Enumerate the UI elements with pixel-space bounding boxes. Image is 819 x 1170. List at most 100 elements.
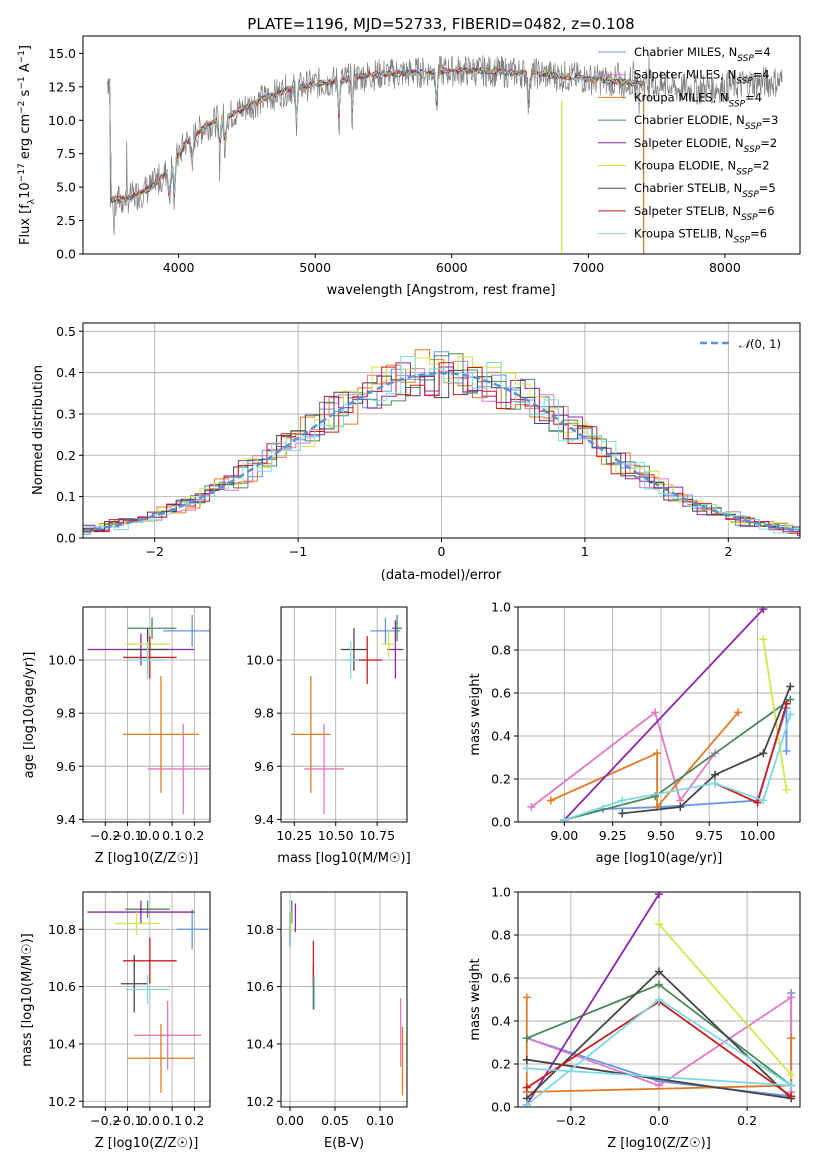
legend-entry-chabrier_miles: Chabrier MILES, NSSP=4 [634,45,771,64]
x-tick-label: 10.75 [359,828,395,843]
weight_vs_Z-frame [517,891,801,1108]
series-marker-salpeter_stelib [522,1083,531,1092]
x-axis-label: wavelength [Angstrom, rest frame] [327,283,556,298]
mass_vs_ebv-marks [289,900,404,1096]
series-marker-kroupa_elodie [782,785,791,794]
x-axis-label: age [log10(age/yr)] [596,851,723,866]
series-marker-salpeter_stelib [753,798,762,807]
x-tick-label: 10.50 [318,828,354,843]
legend-entry-kroupa_miles: Kroupa MILES, NSSP=4 [634,90,762,109]
y-tick-label: 0.0 [56,247,76,262]
y-tick-label: 1.0 [491,885,511,900]
y-tick-label: 0.3 [56,406,76,421]
weight_vs_age-frame [517,606,801,823]
x-tick-label: 9.50 [647,828,675,843]
x-tick-label: 0.1 [162,1113,182,1128]
y-tick-label: 10.4 [48,1036,76,1051]
legend-entry-kroupa_elodie: Kroupa ELODIE, NSSP=2 [634,159,770,178]
y-tick-label: 0.0 [491,1100,511,1115]
x-axis-label: (data-model)/error [381,568,502,583]
age_vs_Z-axes: −0.2−0.10.0 0.1 0.2 9.4 9.6 9.8 10.0 [48,607,210,843]
legend-entry-chabrier_stelib: Chabrier STELIB, NSSP=5 [634,181,776,200]
y-tick-label: 9.8 [254,706,274,721]
x-tick-label: 0.2 [737,1113,757,1128]
series-marker-kroupa_stelib [711,779,720,788]
x-tick-label: 0.2 [184,1113,204,1128]
x-tick-label: −0.2 [90,1113,120,1128]
weight_vs_Z-axes: −0.2 0.0 0.2 0.0 0.2 0.4 0.6 0.8 1.0 [491,885,800,1128]
x-tick-label: 2 [724,544,732,559]
mass_vs_Z-marks [87,900,208,1093]
series-marker-kroupa_stelib [787,1081,796,1090]
series-marker-chabrier_stelib [786,682,795,691]
series-marker-kroupa_miles [653,749,662,758]
y-axis-label: mass weight [468,958,483,1040]
legend-entry-chabrier_elodie: Chabrier ELODIE, NSSP=3 [634,113,778,132]
y-tick-label: 10.0 [48,113,76,128]
mass_vs_ebv-frame [280,891,408,1108]
series-marker-chabrier_stelib [676,802,685,811]
x-tick-label: 4000 [163,260,195,275]
series-marker-kroupa_stelib [618,796,627,805]
y-tick-label: 0.2 [491,1057,511,1072]
x-tick-label: 0.0 [140,1113,160,1128]
series-marker-kroupa_stelib [759,796,768,805]
series-marker-kroupa_miles [522,993,531,1002]
x-axis-label: Z [log10(Z/Z☉)] [95,851,199,866]
mass_vs_Z-frame [82,891,211,1108]
y-tick-label: 9.6 [56,759,76,774]
series-marker-kroupa_stelib [560,815,569,822]
y-tick-label: 0.6 [491,686,511,701]
x-axis-label: Z [log10(Z/Z☉)] [95,1136,199,1151]
x-tick-label: −0.2 [90,828,120,843]
x-tick-label: 0.00 [276,1113,304,1128]
y-tick-label: 0.1 [56,489,76,504]
model-spectrum-salpeter_miles [107,67,646,203]
x-tick-label: 10.00 [740,828,776,843]
x-tick-label: 8000 [709,260,741,275]
model-spectrum-salpeter_stelib [107,66,646,204]
x-axis-label: mass [log10(M/M☉)] [277,851,410,866]
model-spectrum-chabrier_stelib [107,66,645,204]
y-tick-label: 0.5 [56,324,76,339]
series-marker-chabrier_stelib [655,967,663,976]
x-tick-label: 6000 [436,260,468,275]
series-marker-salpeter_elodie [759,607,768,614]
x-axis-label: Z [log10(Z/Z☉)] [607,1136,711,1151]
model-spectrum-kroupa_elodie [107,67,646,203]
y-tick-label: 10.8 [48,922,76,937]
chart-title: PLATE=1196, MJD=52733, FIBERID=0482, z=0… [247,15,634,33]
mass_vs_Z-axes: −0.2−0.10.0 0.1 0.2 10.2 10.4 10.6 10.8 [48,892,210,1128]
y-tick-label: 10.6 [246,979,274,994]
series-marker-salpeter_stelib [782,699,791,708]
series-marker-kroupa_stelib [786,710,795,719]
spectrum-lines [107,53,783,254]
y-tick-label: 0.6 [491,971,511,986]
x-tick-label: 7000 [572,260,604,275]
y-axis-label: Normed distribution [31,365,46,495]
series-line-salpeter_elodie [563,608,764,821]
x-tick-label: 0.05 [321,1113,349,1128]
series-marker-chabrier_stelib [759,749,768,758]
series-marker-chabrier_elodie [786,695,795,704]
x-tick-label: 0.10 [366,1113,394,1128]
spectrum-axes: 4000 5000 6000 7000 8000 0.0 2.5 5.0 7.5 10.0 12.5… [48,46,741,275]
series-marker-kroupa_elodie [655,920,663,929]
series-marker-chabrier_elodie [522,1034,531,1043]
model-spectrum-chabrier_miles [107,67,646,204]
x-tick-label: 0.1 [162,828,182,843]
series-marker-chabrier_elodie [655,980,663,989]
y-axis-label: age [log10(age/yr)] [22,652,37,779]
age_vs_mass-marks [290,614,404,815]
model-spectrum-salpeter_elodie [107,67,646,203]
histogram-series [83,349,800,536]
y-tick-label: 10.2 [48,1094,76,1109]
weight_vs_age-marks [527,607,795,822]
series-marker-salpeter_miles [527,802,536,811]
series-line-chabrier_miles [564,707,788,821]
residuals-frame [82,322,801,539]
x-tick-label: 0.0 [140,828,160,843]
x-tick-label: 0 [438,544,446,559]
series-line-kroupa_stelib [526,998,795,1106]
series-marker-kroupa_elodie [759,635,768,644]
